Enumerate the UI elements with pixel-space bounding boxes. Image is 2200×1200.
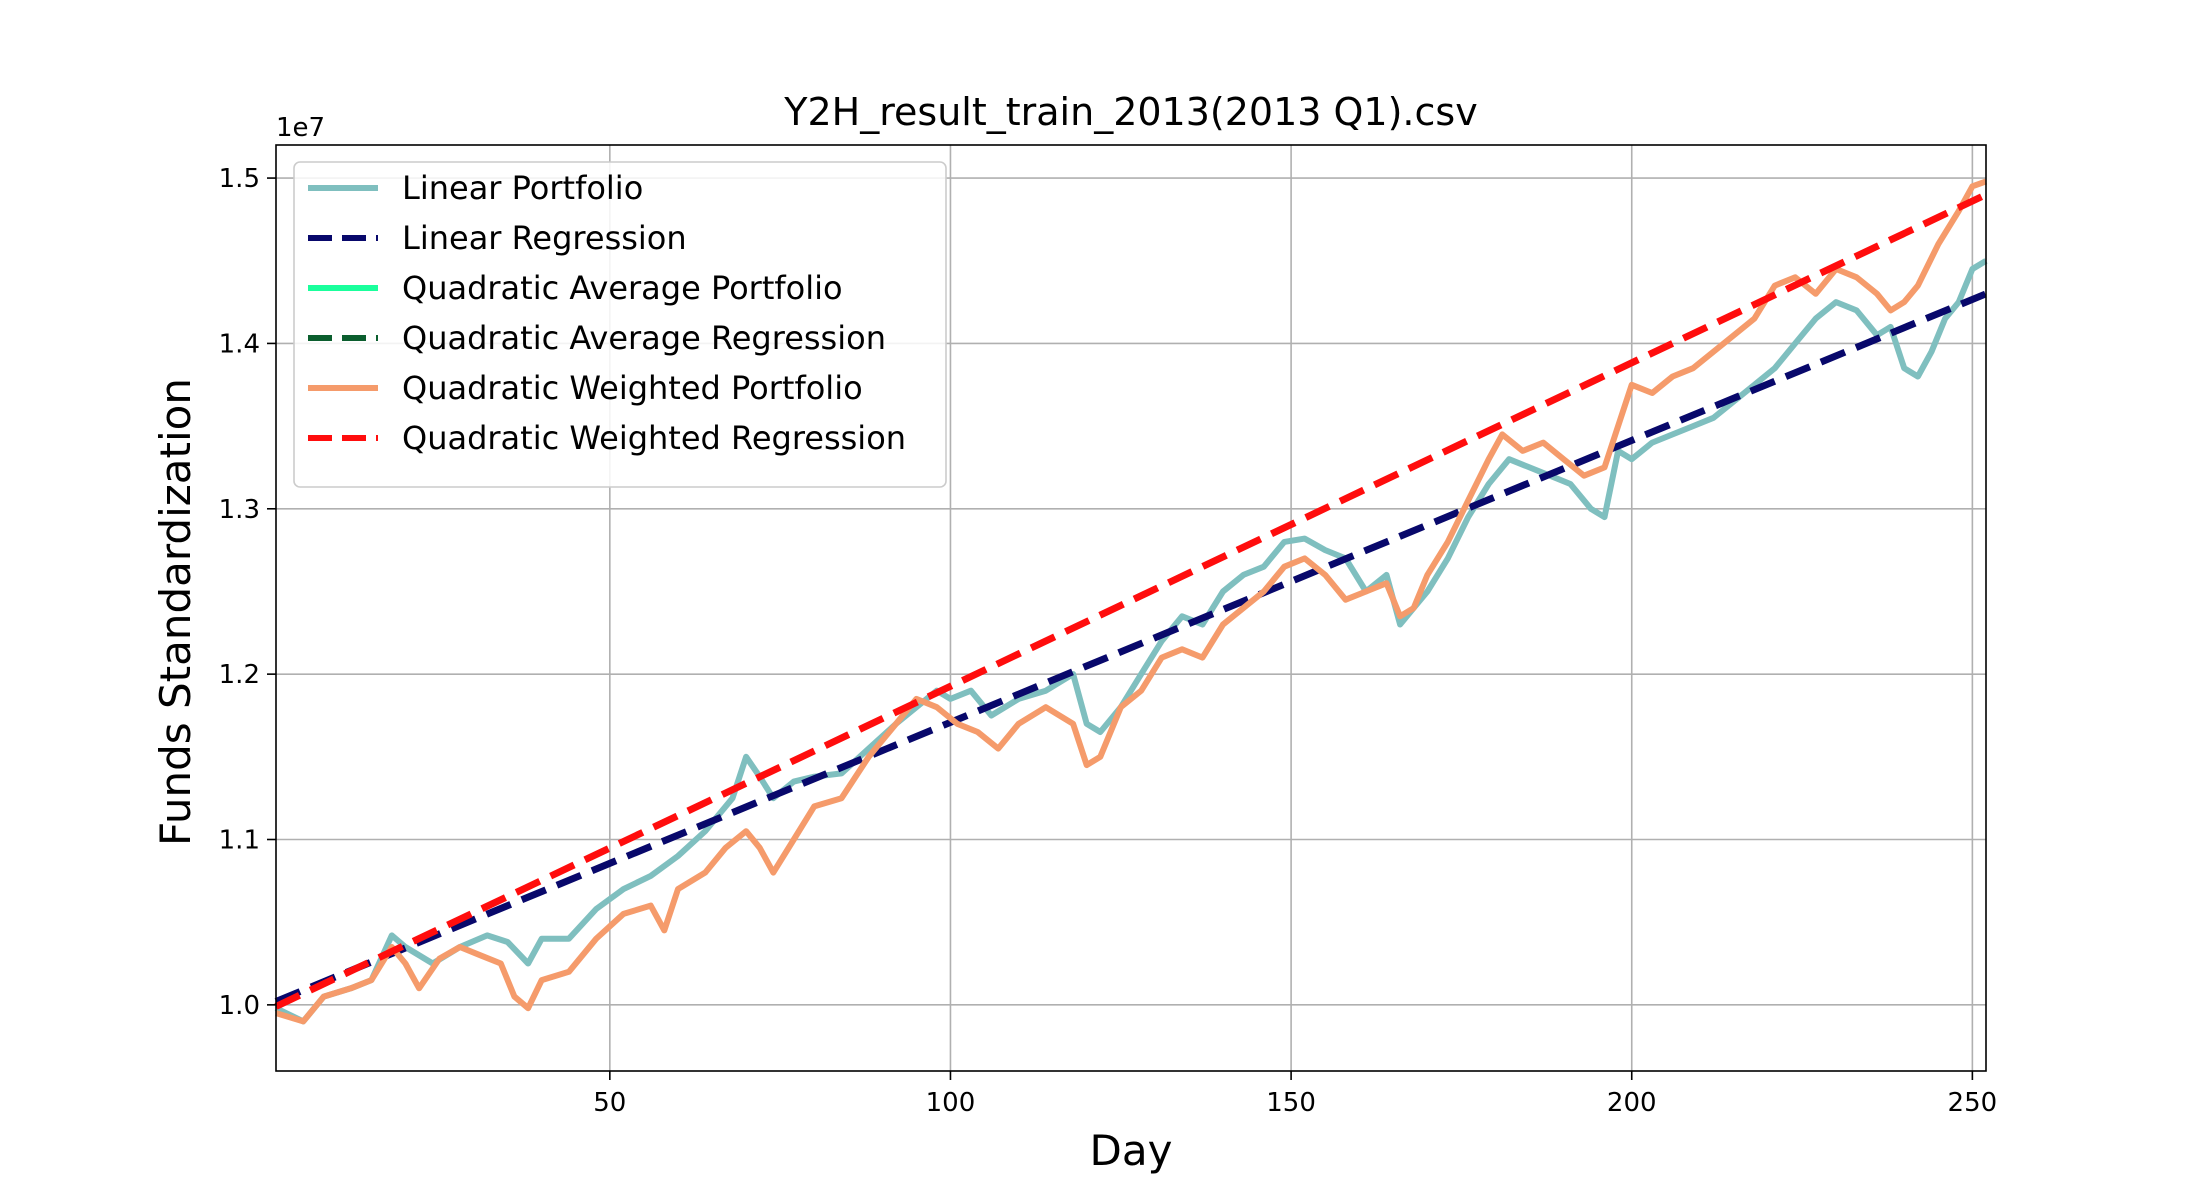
x-tick-label: 100 <box>926 1088 976 1118</box>
series-line-5 <box>275 178 1988 1025</box>
y-tick-label: 1.1 <box>219 826 260 856</box>
plot-frame <box>275 144 1987 1072</box>
chart-title: Y2H_result_train_2013(2013 Q1).csv <box>783 90 1477 134</box>
y-tick-label: 1.2 <box>219 660 260 690</box>
x-tick-label: 50 <box>593 1088 626 1118</box>
legend-label: Quadratic Weighted Regression <box>402 419 906 457</box>
legend-box <box>293 161 947 488</box>
legend-label: Linear Portfolio <box>402 169 643 207</box>
legend-label: Quadratic Average Regression <box>402 319 886 357</box>
ticks: 50 100 150 200 250 1.0 1.1 1.2 1.3 1.4 1.5 <box>219 164 1998 1118</box>
legend-label: Quadratic Average Portfolio <box>402 269 843 307</box>
legend-label: Quadratic Weighted Portfolio <box>402 369 863 407</box>
legend: Linear Portfolio Linear Regression Quadrat… <box>293 161 947 488</box>
y-axis-label: Funds Standardization <box>151 378 200 846</box>
y-tick-label: 1.3 <box>219 495 260 525</box>
series-line-1 <box>274 258 1988 1025</box>
y-offset-label: 1e7 <box>276 113 325 143</box>
series-line-2 <box>274 290 1988 1005</box>
series-line-6 <box>274 191 1988 1010</box>
x-tick-label: 250 <box>1948 1088 1998 1118</box>
series-layer <box>274 178 1988 1025</box>
y-tick-label: 1.5 <box>219 164 260 194</box>
x-axis-label: Day <box>1090 1126 1173 1175</box>
y-tick-label: 1.0 <box>219 991 260 1021</box>
y-tick-label: 1.4 <box>219 329 260 359</box>
x-tick-label: 150 <box>1266 1088 1316 1118</box>
x-tick-label: 200 <box>1607 1088 1657 1118</box>
legend-label: Linear Regression <box>402 219 687 257</box>
